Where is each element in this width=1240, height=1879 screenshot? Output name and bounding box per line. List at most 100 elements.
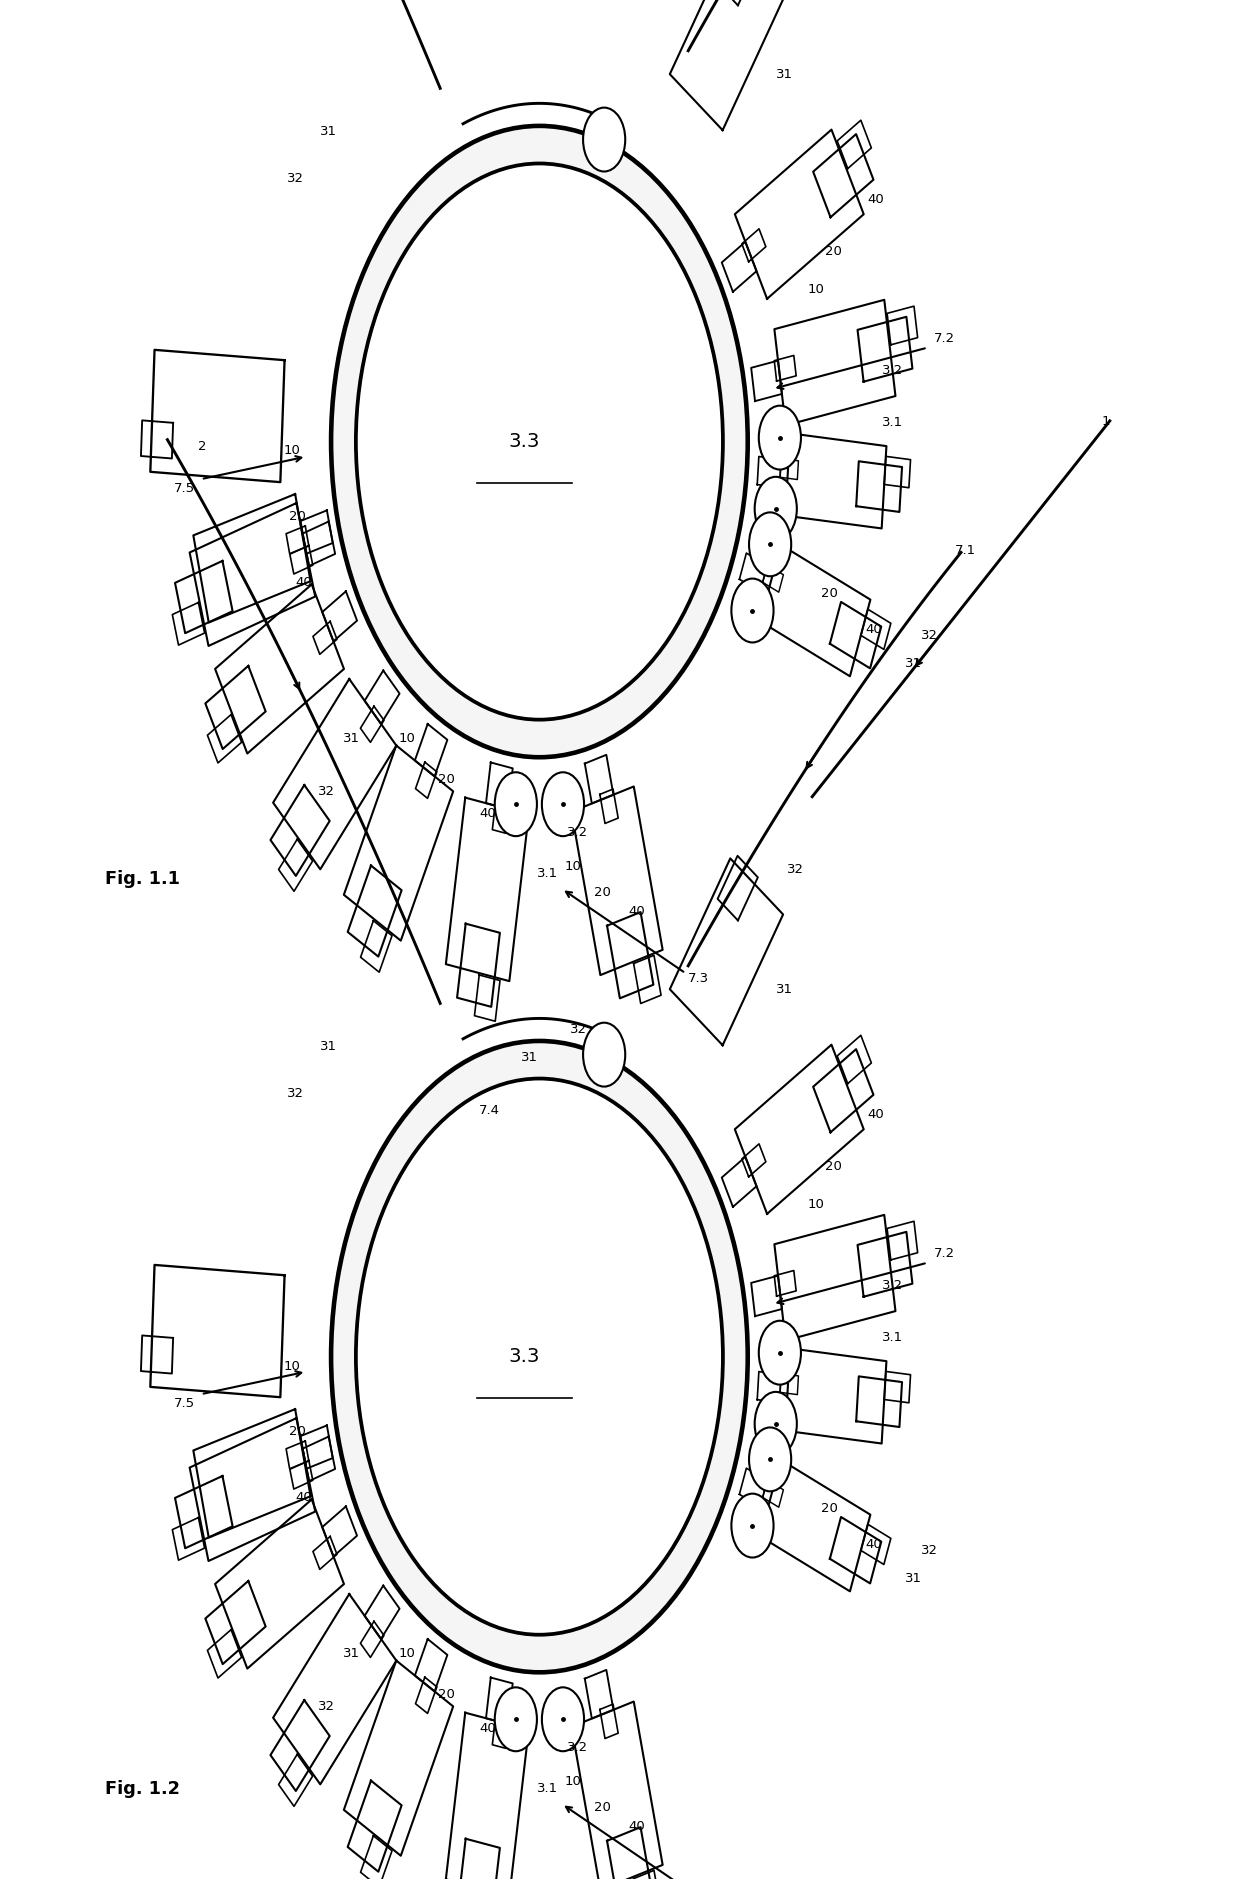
Polygon shape	[206, 1580, 265, 1665]
Text: 3.1: 3.1	[537, 1783, 558, 1794]
Text: 20: 20	[821, 1501, 838, 1514]
Text: 40: 40	[295, 1492, 312, 1503]
Polygon shape	[270, 785, 330, 876]
Circle shape	[759, 406, 801, 470]
Text: 40: 40	[866, 1537, 882, 1550]
Circle shape	[495, 772, 537, 836]
Text: 31: 31	[905, 658, 923, 669]
Text: 32: 32	[286, 173, 304, 184]
Text: 7.2: 7.2	[934, 333, 955, 344]
Polygon shape	[758, 1372, 781, 1402]
Text: 31: 31	[342, 733, 360, 744]
Text: 20: 20	[438, 774, 455, 785]
Polygon shape	[415, 1638, 448, 1691]
Polygon shape	[572, 1702, 662, 1879]
Polygon shape	[722, 242, 756, 291]
Text: 3.2: 3.2	[567, 827, 588, 838]
Polygon shape	[486, 1678, 512, 1725]
Polygon shape	[735, 130, 864, 299]
Polygon shape	[193, 1409, 310, 1537]
Text: 10: 10	[564, 1776, 582, 1787]
Circle shape	[542, 1687, 584, 1751]
Polygon shape	[718, 855, 758, 921]
Polygon shape	[887, 1221, 918, 1261]
Polygon shape	[150, 349, 284, 483]
Text: 20: 20	[594, 887, 611, 898]
Polygon shape	[585, 755, 614, 804]
Polygon shape	[830, 1516, 882, 1584]
Text: 32: 32	[317, 785, 335, 797]
Polygon shape	[207, 1629, 242, 1678]
Text: 3.1: 3.1	[882, 417, 903, 428]
Text: 1: 1	[1102, 415, 1111, 428]
Circle shape	[583, 107, 625, 171]
Polygon shape	[572, 787, 662, 975]
Circle shape	[495, 1687, 537, 1751]
Text: 20: 20	[825, 246, 842, 257]
Polygon shape	[600, 789, 619, 823]
Text: 7.1: 7.1	[955, 543, 976, 556]
Text: 40: 40	[479, 1723, 496, 1734]
Polygon shape	[760, 545, 870, 676]
Text: 40: 40	[629, 1821, 646, 1832]
Polygon shape	[585, 1670, 614, 1719]
Polygon shape	[343, 1661, 453, 1856]
Polygon shape	[300, 511, 332, 554]
Text: 10: 10	[398, 1648, 415, 1659]
Polygon shape	[763, 1481, 784, 1507]
Circle shape	[755, 1392, 797, 1456]
Text: 10: 10	[398, 733, 415, 744]
Text: 10: 10	[283, 1360, 300, 1372]
Text: 3.2: 3.2	[882, 365, 903, 376]
Polygon shape	[760, 1460, 870, 1592]
Text: 40: 40	[629, 906, 646, 917]
Polygon shape	[361, 921, 392, 971]
Polygon shape	[742, 1144, 766, 1176]
Text: 20: 20	[289, 511, 306, 522]
Polygon shape	[215, 584, 343, 753]
Polygon shape	[774, 301, 895, 425]
Polygon shape	[763, 566, 784, 592]
Polygon shape	[780, 1374, 799, 1394]
Polygon shape	[856, 1375, 901, 1426]
Text: 10: 10	[807, 284, 825, 295]
Polygon shape	[670, 0, 784, 130]
Polygon shape	[141, 421, 174, 458]
Polygon shape	[837, 1035, 872, 1084]
Circle shape	[732, 579, 774, 643]
Polygon shape	[813, 1048, 873, 1133]
Text: 31: 31	[320, 126, 337, 137]
Polygon shape	[742, 229, 766, 261]
Text: 32: 32	[286, 1088, 304, 1099]
Polygon shape	[286, 526, 309, 554]
Polygon shape	[830, 601, 882, 669]
Circle shape	[331, 126, 748, 757]
Polygon shape	[861, 1524, 890, 1565]
Polygon shape	[718, 0, 758, 6]
Polygon shape	[347, 1781, 402, 1871]
Text: 20: 20	[438, 1689, 455, 1700]
Polygon shape	[446, 797, 528, 981]
Polygon shape	[190, 504, 315, 646]
Circle shape	[759, 1321, 801, 1385]
Polygon shape	[492, 1716, 510, 1747]
Polygon shape	[884, 457, 910, 489]
Text: 20: 20	[594, 1802, 611, 1813]
Text: 40: 40	[479, 808, 496, 819]
Polygon shape	[190, 1419, 315, 1561]
Text: 31: 31	[342, 1648, 360, 1659]
Text: 7.3: 7.3	[688, 973, 709, 985]
Polygon shape	[365, 671, 399, 723]
Polygon shape	[206, 665, 265, 750]
Polygon shape	[758, 457, 781, 487]
Polygon shape	[290, 1460, 312, 1488]
Polygon shape	[141, 1336, 174, 1374]
Polygon shape	[312, 1537, 337, 1569]
Polygon shape	[751, 1276, 782, 1315]
Text: 20: 20	[825, 1161, 842, 1172]
Text: Fig. 1.1: Fig. 1.1	[105, 870, 180, 889]
Polygon shape	[458, 1840, 500, 1879]
Polygon shape	[322, 1507, 357, 1556]
Polygon shape	[415, 763, 436, 799]
Circle shape	[356, 163, 723, 720]
